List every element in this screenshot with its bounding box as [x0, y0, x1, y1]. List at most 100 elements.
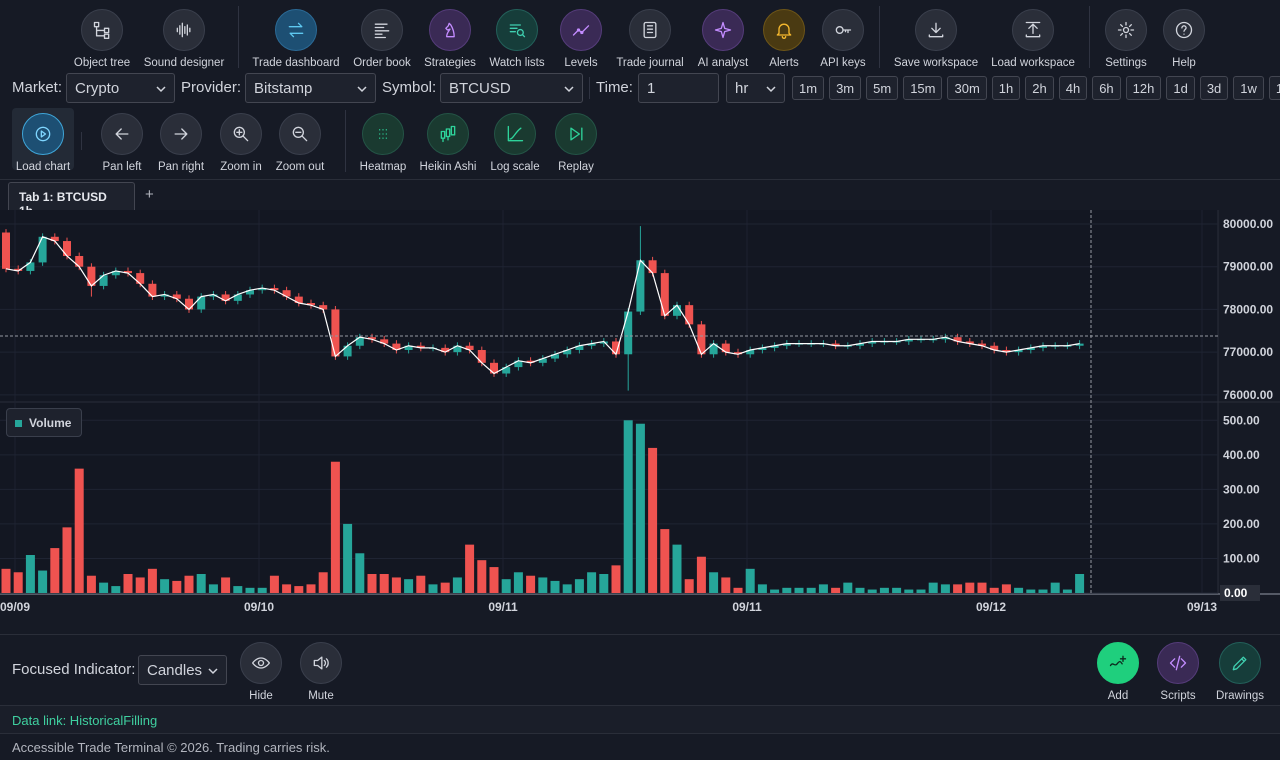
tool-button[interactable]: Heatmap — [335, 113, 431, 173]
market-label: Market: — [12, 79, 63, 96]
volume-bar — [282, 584, 292, 593]
button-icon — [1157, 642, 1199, 684]
tool-button[interactable]: Load workspace — [985, 9, 1081, 69]
interval-button[interactable]: 3d — [1199, 76, 1229, 100]
market-select[interactable]: Crypto — [66, 73, 175, 103]
button-label: Replay — [558, 161, 594, 173]
button-icon — [163, 9, 205, 51]
tool-button[interactable]: Heikin Ashi — [400, 113, 496, 173]
candle-body — [209, 294, 218, 297]
tool-button[interactable]: Add — [1070, 642, 1166, 702]
candle-body — [319, 305, 328, 310]
button-label: Order book — [353, 57, 411, 69]
tool-button[interactable]: Object tree — [54, 9, 150, 69]
candle-body — [233, 294, 242, 301]
tool-button[interactable]: Order book — [334, 9, 430, 69]
button-icon — [362, 113, 404, 155]
interval-button[interactable]: 1M — [1268, 76, 1280, 100]
volume-bar — [343, 523, 353, 593]
time-input[interactable]: 1 — [638, 73, 719, 103]
tool-button[interactable]: Watch lists — [469, 9, 565, 69]
candle-body — [197, 296, 206, 310]
tool-button[interactable]: Pan right — [133, 113, 229, 173]
interval-button[interactable]: 12h — [1125, 76, 1162, 100]
tool-button[interactable]: Alerts — [736, 9, 832, 69]
tool-button[interactable]: Mute — [273, 642, 369, 702]
button-label: Sound designer — [143, 57, 225, 69]
volume-bar — [1026, 589, 1036, 593]
tool-button[interactable]: Load chart — [0, 113, 91, 173]
tool-button[interactable]: Strategies — [402, 9, 498, 69]
candle-body — [343, 345, 352, 357]
chart: 09/09 09/10 09/11 09/11 09/12 09/13 80000.00 79… — [0, 210, 1280, 614]
candle-body — [331, 309, 340, 357]
volume-bar — [623, 420, 633, 593]
tab[interactable]: Tab 1: BTCUSD 1h — [8, 182, 135, 218]
y-tick-label: 400.00 — [1223, 448, 1260, 462]
interval-button[interactable]: 1d — [1166, 76, 1195, 100]
candle-body — [904, 339, 913, 342]
interval-button[interactable]: 15m — [903, 76, 943, 100]
candle-body — [185, 298, 193, 310]
candle-body — [721, 343, 730, 353]
candle-body — [50, 236, 59, 242]
tool-button[interactable]: Sound designer — [136, 9, 232, 69]
button-icon — [300, 642, 342, 684]
volume-bar — [1062, 589, 1072, 593]
interval-button[interactable]: 1h — [991, 76, 1021, 100]
button-label: Log scale — [490, 161, 540, 173]
button-icon — [822, 9, 864, 51]
candle-body — [599, 341, 608, 344]
tool-button[interactable]: Hide — [213, 642, 309, 702]
button-icon — [1163, 9, 1205, 51]
tool-button[interactable]: Log scale — [467, 113, 563, 173]
tool-button[interactable]: Pan left — [74, 113, 170, 173]
interval-button[interactable]: 5m — [866, 76, 899, 100]
volume-bar — [489, 567, 499, 593]
tool-button[interactable]: Scripts — [1130, 642, 1226, 702]
volume-bar — [818, 584, 828, 593]
tool-button[interactable]: Trade dashboard — [248, 9, 344, 69]
tool-button[interactable]: Zoom in — [193, 113, 289, 173]
volume-bar — [501, 579, 511, 593]
tool-button[interactable]: Settings — [1078, 9, 1174, 69]
add-tab[interactable]: + — [145, 186, 154, 203]
volume-bar — [1001, 584, 1011, 593]
tool-button[interactable]: Help — [1136, 9, 1232, 69]
volume-bar — [904, 589, 914, 593]
candle-body — [246, 290, 254, 295]
symbol-select[interactable]: BTCUSD — [440, 73, 583, 103]
tool-button[interactable]: Zoom out — [252, 113, 348, 173]
x-tick-label: 09/09 — [0, 600, 30, 614]
candle-body — [355, 337, 364, 346]
interval-button[interactable]: 3m — [829, 76, 862, 100]
volume-bar — [172, 580, 182, 593]
tool-button[interactable]: Save workspace — [888, 9, 984, 69]
candle-body — [453, 345, 462, 353]
provider-label: Provider: — [181, 79, 242, 96]
interval-button[interactable]: 1m — [792, 76, 825, 100]
tool-button[interactable]: Trade journal — [602, 9, 698, 69]
tool-button[interactable]: Replay — [528, 113, 624, 173]
separator — [345, 110, 346, 172]
candle-body — [624, 311, 633, 355]
interval-button[interactable]: 2h — [1025, 76, 1054, 100]
interval-button[interactable]: 30m — [947, 76, 987, 100]
indicator-select[interactable]: Candles — [138, 655, 227, 685]
volume-bar — [757, 584, 767, 593]
volume-bar — [465, 544, 475, 593]
tool-button[interactable]: Levels — [533, 9, 629, 69]
provider-select[interactable]: Bitstamp — [245, 73, 376, 103]
tool-button[interactable]: Drawings — [1192, 642, 1280, 702]
tool-button[interactable]: API keys — [795, 9, 891, 69]
unit-select[interactable]: hr — [726, 73, 785, 103]
candle-body — [392, 343, 401, 351]
candle-body — [441, 347, 450, 353]
interval-button[interactable]: 6h — [1092, 76, 1121, 100]
volume-bar — [562, 584, 572, 593]
tool-button[interactable]: AI analyst — [675, 9, 771, 69]
candle-body — [465, 345, 474, 351]
interval-button[interactable]: 1w — [1233, 76, 1264, 100]
candle-body — [1002, 350, 1011, 353]
interval-button[interactable]: 4h — [1058, 76, 1088, 100]
